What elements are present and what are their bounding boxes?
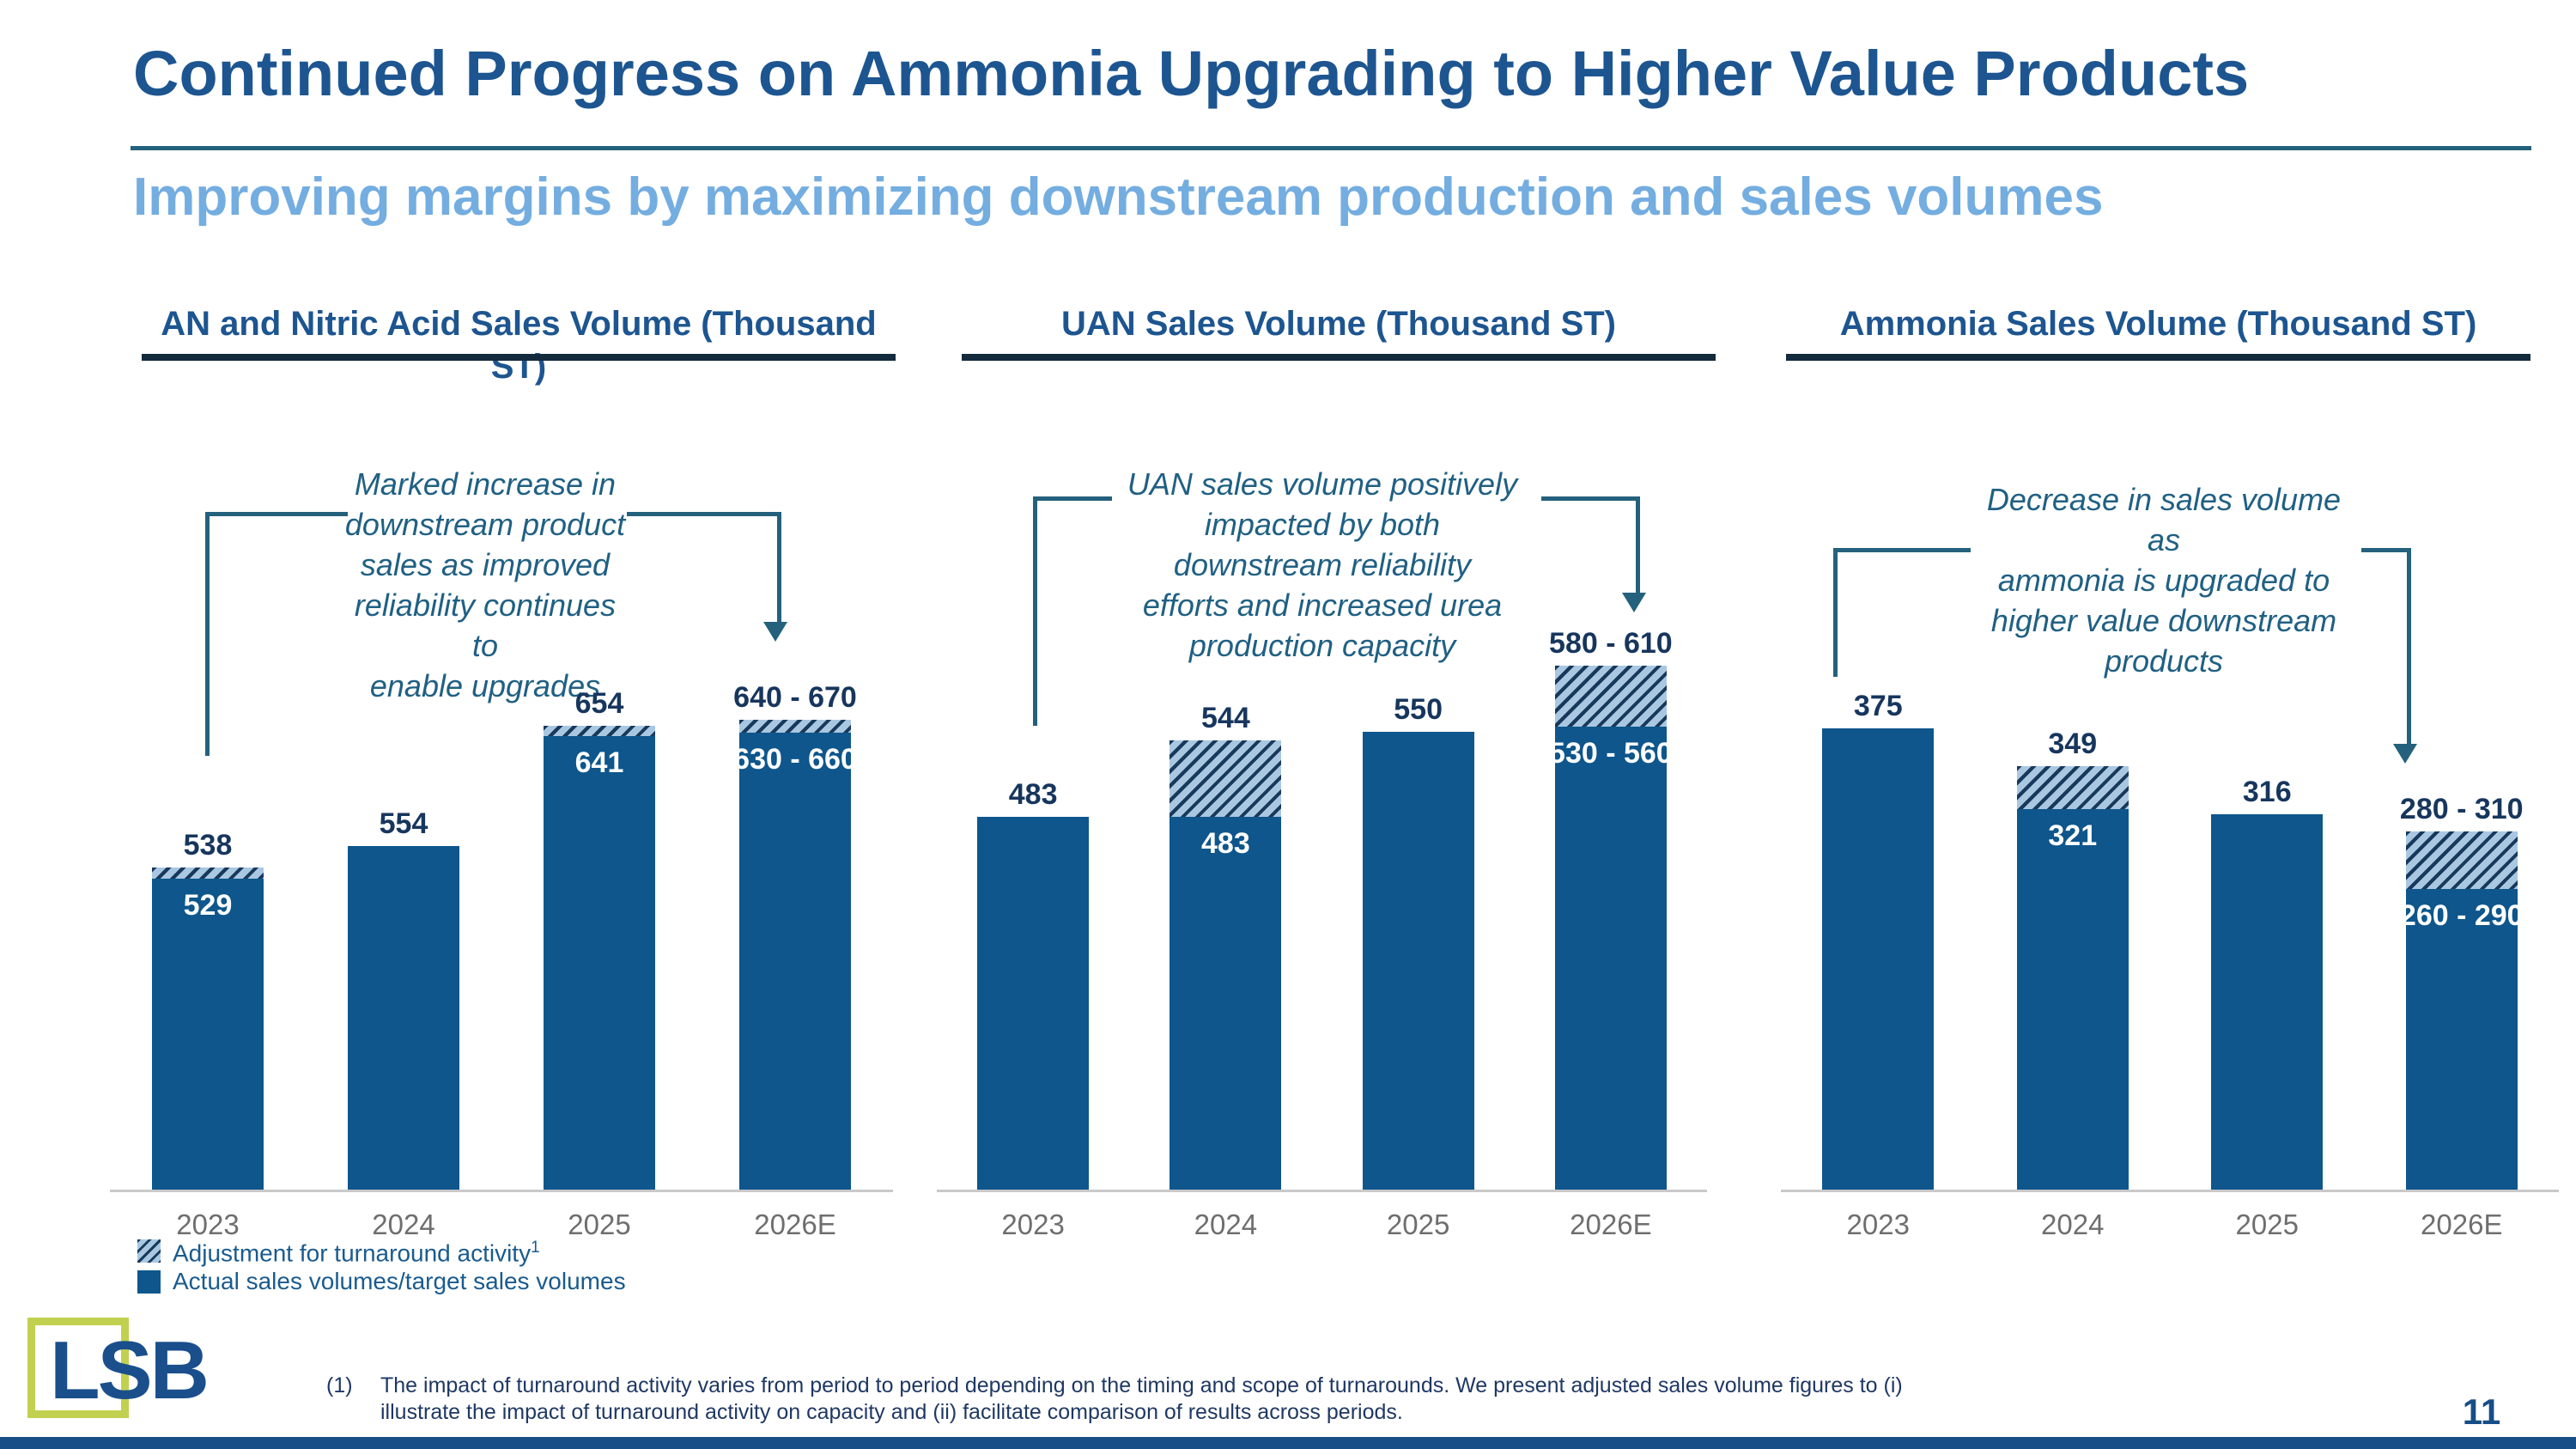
- bar-total-label: 280 - 310: [2399, 793, 2524, 825]
- legend-solid-swatch: [137, 1269, 161, 1294]
- category-label: 2023: [1001, 1209, 1065, 1240]
- legend-hatch-label: Adjustment for turnaround activity1: [173, 1239, 540, 1267]
- annotation-bracket-left: [1033, 496, 1112, 726]
- bar-adjustment-hatch: [1554, 666, 1667, 727]
- footnote-ref: 1: [531, 1239, 540, 1257]
- bar-solid: [1362, 732, 1474, 1190]
- bar-solid: [1554, 727, 1667, 1190]
- annotation-uan: UAN sales volume positively impacted by …: [1127, 466, 1518, 663]
- bar-solid-label: 483: [1201, 827, 1250, 860]
- bar-solid-label: 260 - 290: [2399, 899, 2524, 932]
- category-label: 2026E: [1570, 1209, 1652, 1240]
- bar-solid-label: 530 - 560: [1549, 737, 1673, 770]
- category-label: 2026E: [2421, 1209, 2503, 1240]
- page-title: Continued Progress on Ammonia Upgrading …: [133, 38, 2250, 109]
- category-label: 2025: [568, 1209, 631, 1240]
- bar-adjustment-hatch: [544, 726, 655, 736]
- annotation-bracket-left: [1833, 548, 1971, 677]
- bar-total-label: 316: [2242, 776, 2292, 808]
- chart-baseline: [1781, 1190, 2559, 1192]
- annotation-ammonia: Decrease in sales volume as ammonia is u…: [1986, 482, 2342, 679]
- annotation-down-arrow-icon: [2393, 744, 2417, 764]
- bar-total-label: 375: [1853, 690, 1903, 722]
- bar-solid: [1170, 817, 1282, 1190]
- legend-item-adjustment: Adjustment for turnaround activity1: [137, 1234, 540, 1267]
- bar-solid: [739, 733, 851, 1190]
- annotation-down-arrow-icon: [1622, 593, 1646, 612]
- bar-total-label: 544: [1201, 702, 1250, 734]
- annotation-an-nitric: Marked increase in downstream product sa…: [344, 466, 626, 703]
- bar-solid-label: 321: [2048, 819, 2098, 852]
- bar-adjustment-hatch: [152, 868, 264, 879]
- annotation-bracket-right: [1541, 496, 1640, 599]
- legend-item-actual: Actual sales volumes/target sales volume…: [137, 1268, 626, 1295]
- bar-adjustment-hatch: [739, 720, 851, 733]
- annotation-bracket-right: [627, 512, 781, 628]
- footnote-marker: (1): [326, 1373, 353, 1397]
- legend-hatch-swatch: [137, 1239, 161, 1263]
- bar-total-label: 550: [1394, 693, 1443, 726]
- annotation-bracket-right: [2361, 548, 2411, 750]
- bar-total-label: 554: [379, 807, 428, 840]
- bar-solid: [2211, 814, 2324, 1190]
- footnote-text: The impact of turnaround activity varies…: [380, 1373, 1903, 1424]
- category-label: 2024: [372, 1209, 435, 1240]
- category-label: 2024: [2041, 1209, 2105, 1240]
- page-subtitle: Improving margins by maximizing downstre…: [133, 167, 2104, 227]
- bar-adjustment-hatch: [2016, 766, 2129, 809]
- bar-total-label: 483: [1008, 778, 1058, 811]
- bar-total-label: 580 - 610: [1549, 627, 1673, 660]
- category-label: 2024: [1194, 1209, 1258, 1240]
- title-underline: [131, 146, 2531, 150]
- annotation-bracket-left: [205, 512, 348, 756]
- legend-solid-label: Actual sales volumes/target sales volume…: [173, 1268, 626, 1294]
- section-underline: [962, 354, 1716, 361]
- bar-solid-label: 641: [574, 746, 624, 779]
- section-underline: [142, 354, 896, 361]
- bar-solid: [152, 879, 264, 1190]
- chart-baseline: [937, 1190, 1707, 1192]
- bar-total-label: 538: [183, 829, 233, 861]
- bar-solid: [2016, 809, 2129, 1190]
- category-label: 2026E: [754, 1209, 836, 1240]
- category-label: 2023: [1846, 1209, 1910, 1240]
- category-label: 2023: [176, 1209, 240, 1240]
- bar-adjustment-hatch: [2405, 831, 2518, 889]
- category-label: 2025: [1386, 1209, 1450, 1240]
- section-title-uan: UAN Sales Volume (Thousand ST): [1061, 305, 1616, 343]
- bar-solid: [544, 736, 655, 1190]
- bar-total-label: 654: [574, 687, 624, 720]
- bottom-accent-bar: [0, 1437, 2576, 1449]
- section-title-ammonia: Ammonia Sales Volume (Thousand ST): [1839, 305, 2477, 343]
- bar-total-label: 349: [2048, 728, 2098, 760]
- bar-adjustment-hatch: [1170, 740, 1282, 817]
- bar-solid-label: 630 - 660: [733, 743, 857, 776]
- bar-total-label: 640 - 670: [733, 681, 857, 714]
- lsb-logo-frame: [27, 1318, 129, 1418]
- section-underline: [1786, 354, 2530, 361]
- section-title-an-nitric: AN and Nitric Acid Sales Volume (Thousan…: [161, 305, 877, 386]
- page-number: 11: [2462, 1391, 2501, 1432]
- category-label: 2025: [2235, 1209, 2299, 1240]
- bar-solid: [1822, 728, 1935, 1190]
- bar-solid-label: 529: [183, 889, 233, 922]
- lsb-logo: LSB: [50, 1324, 210, 1416]
- bar-solid: [977, 817, 1090, 1190]
- bar-solid: [348, 846, 459, 1190]
- annotation-down-arrow-icon: [763, 622, 787, 642]
- bar-solid: [2405, 889, 2518, 1190]
- chart-baseline: [110, 1190, 893, 1192]
